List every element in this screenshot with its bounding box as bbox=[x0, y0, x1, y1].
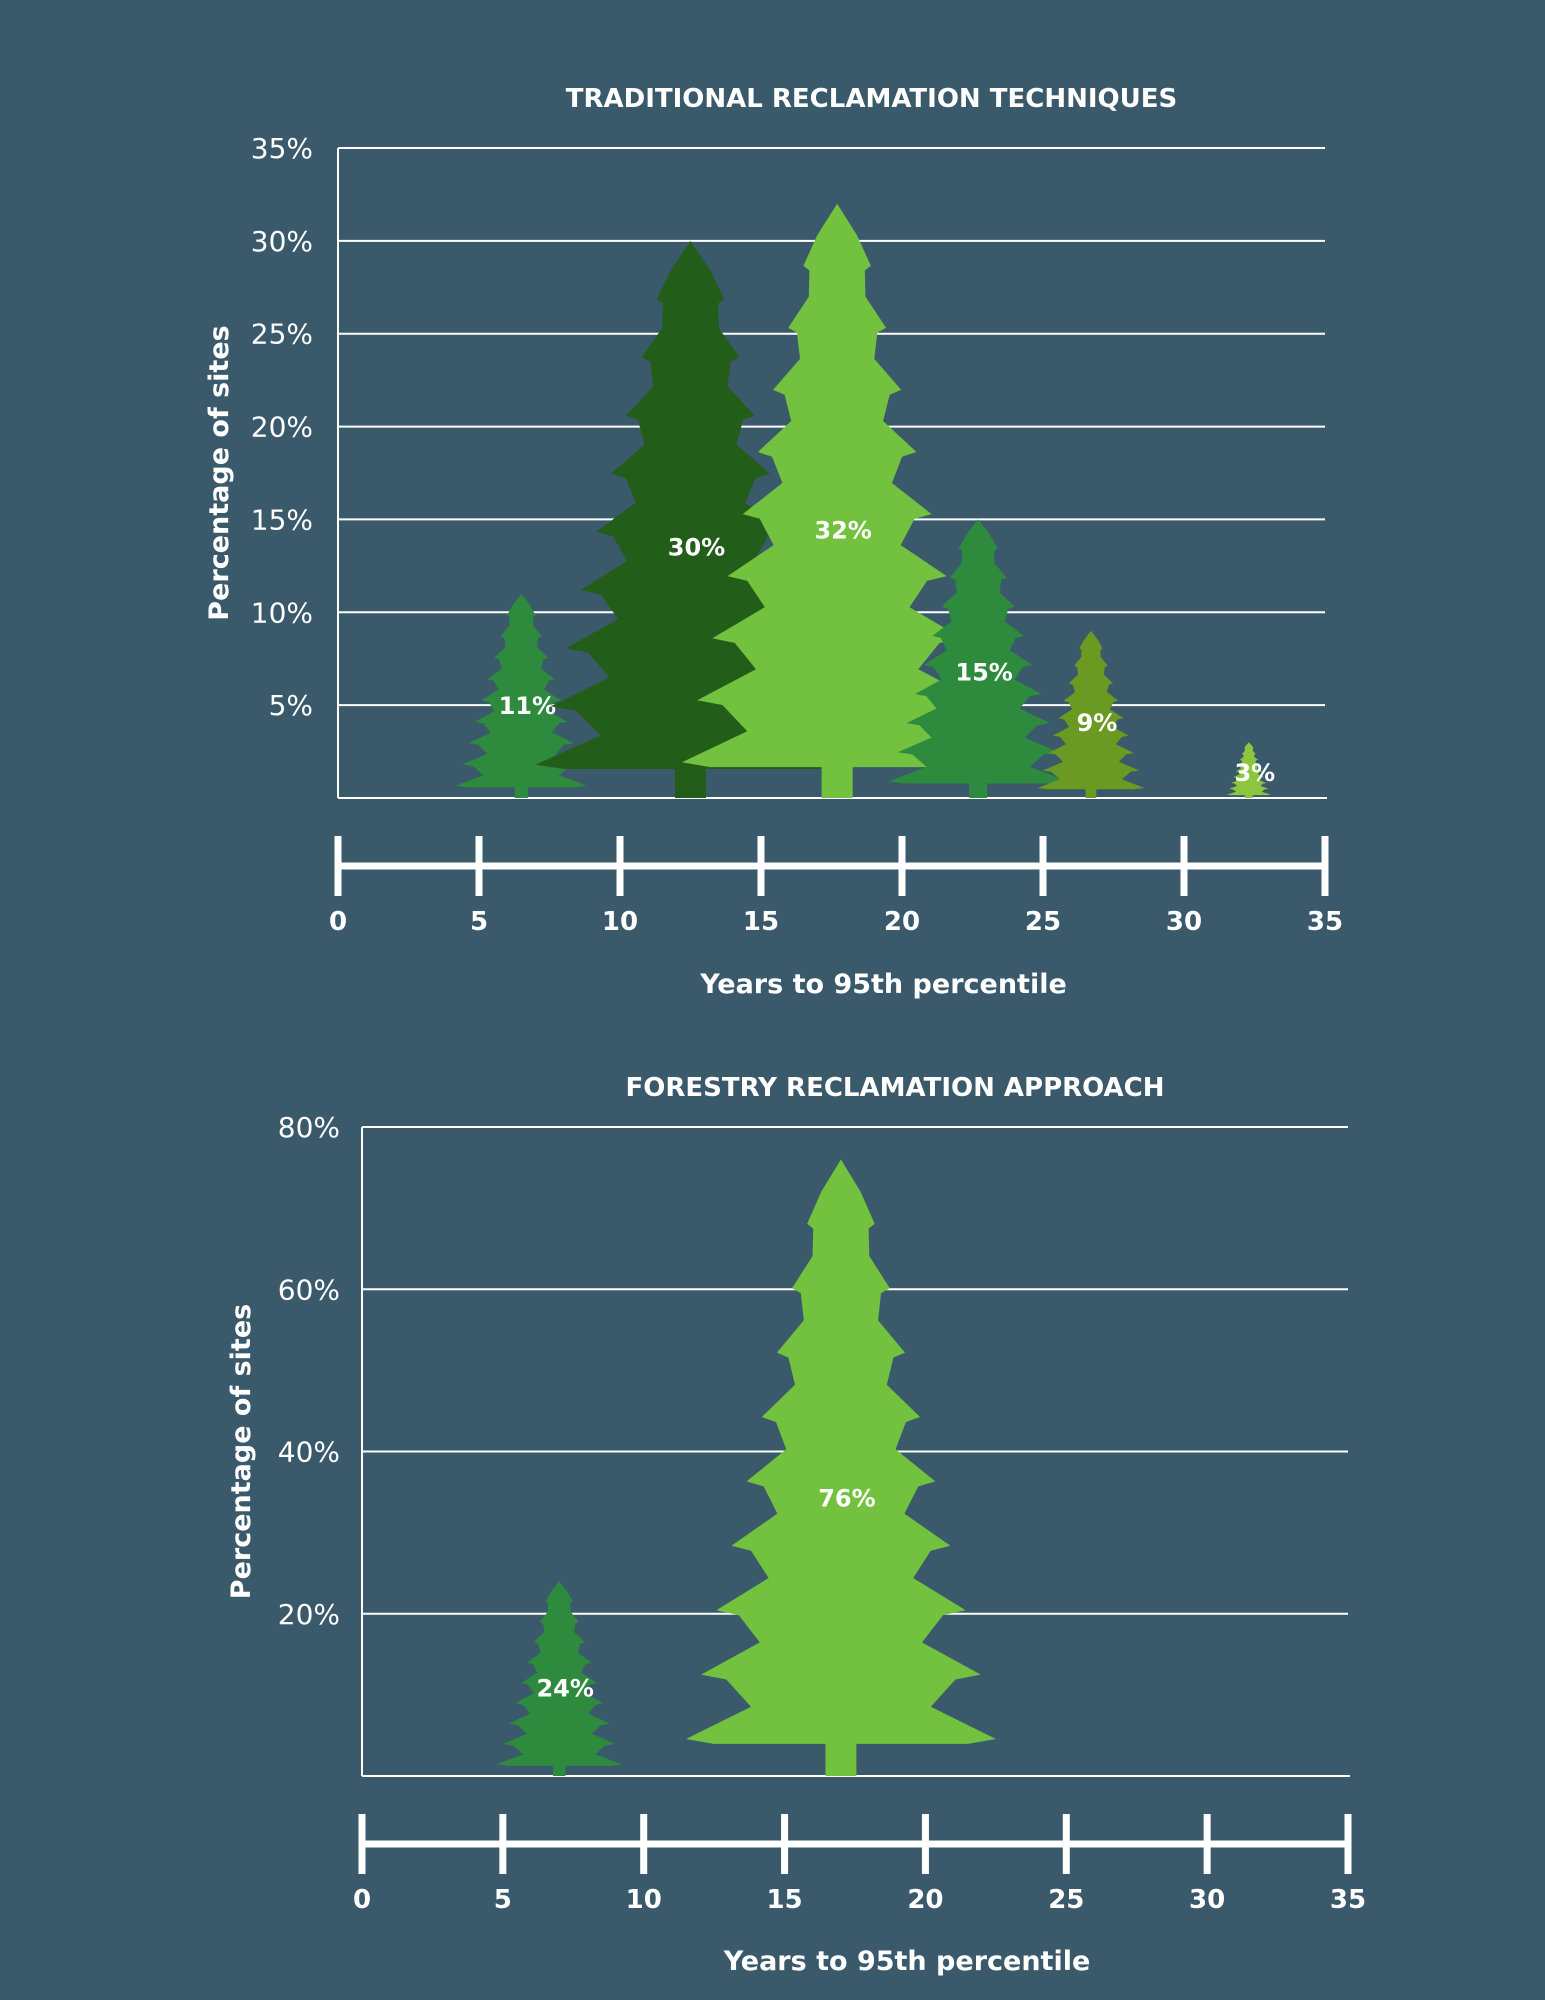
x-axis-label: Years to 95th percentile bbox=[723, 1946, 1091, 1977]
y-tick-label: 35% bbox=[251, 132, 313, 165]
y-tick-label: 15% bbox=[251, 503, 313, 536]
y-tick-label: 20% bbox=[251, 411, 313, 444]
y-axis-label: Percentage of sites bbox=[204, 325, 235, 620]
y-tick-label: 20% bbox=[278, 1598, 340, 1631]
data-label: 3% bbox=[1234, 759, 1275, 787]
y-tick-label: 30% bbox=[251, 225, 313, 258]
tree-bar bbox=[1037, 630, 1145, 798]
data-label: 30% bbox=[668, 533, 725, 561]
x-tick-label: 15 bbox=[766, 1885, 802, 1915]
x-tick-label: 10 bbox=[602, 907, 638, 937]
chart-title: TRADITIONAL RECLAMATION TECHNIQUES bbox=[566, 84, 1177, 114]
tree-bar bbox=[496, 1581, 622, 1776]
chart-title: FORESTRY RECLAMATION APPROACH bbox=[625, 1073, 1164, 1103]
tree-bar bbox=[1226, 742, 1271, 798]
chart-1: TRADITIONAL RECLAMATION TECHNIQUES 5% 10% 1… bbox=[204, 84, 1343, 1000]
x-tick-label: 35 bbox=[1330, 1885, 1366, 1915]
tree-bar bbox=[455, 593, 587, 798]
y-tick-label: 5% bbox=[269, 689, 313, 722]
data-label: 32% bbox=[814, 517, 871, 545]
chart-2: FORESTRY RECLAMATION APPROACH 20% 40% 60% 80… bbox=[226, 1073, 1366, 1977]
data-label: 15% bbox=[955, 659, 1012, 687]
x-tick-label: 0 bbox=[329, 907, 347, 937]
data-label: 11% bbox=[499, 692, 556, 720]
tree-bar bbox=[682, 203, 993, 798]
x-tick-label: 10 bbox=[626, 1885, 662, 1915]
y-tick-label: 10% bbox=[251, 596, 313, 629]
data-label: 76% bbox=[818, 1485, 875, 1513]
y-tick-label: 80% bbox=[278, 1111, 340, 1144]
x-tick-label: 20 bbox=[884, 907, 920, 937]
y-tick-label: 60% bbox=[278, 1273, 340, 1306]
x-tick-label: 15 bbox=[743, 907, 779, 937]
x-tick-label: 0 bbox=[353, 1885, 371, 1915]
y-tick-label: 40% bbox=[278, 1436, 340, 1469]
x-tick-label: 30 bbox=[1166, 907, 1202, 937]
x-tick-label: 35 bbox=[1307, 907, 1343, 937]
x-tick-label: 25 bbox=[1025, 907, 1061, 937]
data-label: 9% bbox=[1077, 709, 1118, 737]
x-tick-label: 5 bbox=[470, 907, 488, 937]
x-tick-label: 30 bbox=[1189, 1885, 1225, 1915]
x-tick-label: 25 bbox=[1048, 1885, 1084, 1915]
y-tick-label: 25% bbox=[251, 318, 313, 351]
tree-bar bbox=[889, 519, 1068, 798]
tree-bar bbox=[686, 1159, 996, 1776]
x-axis-label: Years to 95th percentile bbox=[699, 969, 1067, 1000]
data-label: 24% bbox=[536, 1674, 593, 1702]
y-axis-label: Percentage of sites bbox=[226, 1304, 257, 1599]
x-tick-label: 5 bbox=[494, 1885, 512, 1915]
x-tick-label: 20 bbox=[907, 1885, 943, 1915]
